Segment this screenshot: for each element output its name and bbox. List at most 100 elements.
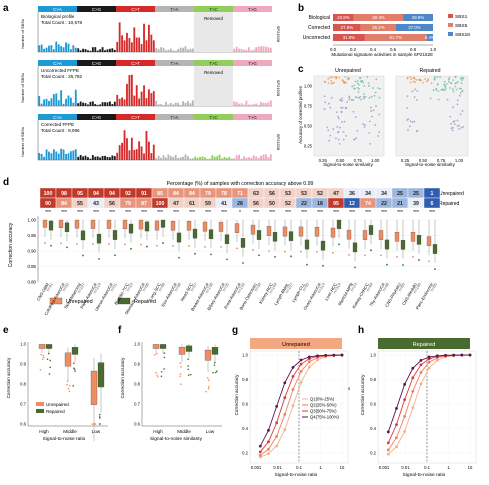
c-point-1-18 (453, 123, 456, 126)
b-seg-0-1 (353, 14, 404, 21)
c-point-1-70 (456, 119, 459, 122)
a-removed-region-1 (194, 66, 233, 106)
c-point-0-82 (341, 97, 343, 100)
f-outlier-unrepaired-1-4 (180, 366, 182, 368)
b-seg-label-1-0: 27.8% (341, 25, 354, 30)
a-bar-1-5-4 (243, 104, 245, 106)
c-point-1-103 (436, 76, 439, 78)
h-point-q4-2 (403, 382, 407, 386)
a-bar-2-0-10 (62, 149, 65, 160)
a-bar-0-5-9 (255, 47, 258, 52)
g-point-q1-4 (291, 404, 295, 408)
c-title-repaired: Repaired (419, 68, 440, 74)
c-point-1-42 (440, 88, 443, 91)
a-bar-1-5-7 (250, 104, 253, 106)
c-point-1-72 (461, 79, 463, 82)
h-title: Repaired (413, 342, 436, 348)
g-point-q3-5 (299, 362, 303, 366)
g-point-q1-3 (283, 428, 287, 432)
panel-letter-h: h (358, 325, 364, 336)
f-outlier-repaired-1-4 (187, 358, 189, 361)
d-n-6: n=68 (141, 281, 150, 292)
a-bar-0-0-0 (38, 45, 41, 52)
a-bar-0-0-6 (52, 49, 55, 52)
a-bar-0-0-8 (57, 44, 60, 52)
c-point-0-48 (329, 106, 332, 109)
a-bar-0-1-9 (99, 49, 102, 52)
a-bar-0-2-10 (140, 44, 143, 52)
a-bar-2-5-10 (257, 157, 260, 160)
f-outlier-unrepaired-2-3 (207, 385, 210, 388)
b-seg-1-0 (333, 24, 361, 31)
c-point-1-107 (460, 82, 463, 84)
c-point-1-9 (446, 98, 449, 101)
a-bar-1-1-12 (106, 102, 109, 106)
b-seg-0-2 (403, 14, 433, 21)
a-bar-0-2-6 (130, 42, 133, 52)
c-point-1-119 (450, 82, 453, 85)
f-box-unrepaired-2 (204, 349, 212, 361)
c-point-1-129 (437, 98, 440, 101)
a-bar-0-5-8 (252, 49, 255, 52)
c-point-1-85 (458, 124, 461, 127)
a-bar-1-3-4 (165, 101, 167, 106)
c-point-1-92 (459, 113, 462, 116)
a-header-2-5 (233, 114, 272, 120)
a-bar-2-2-3 (123, 130, 126, 160)
d-heat-value-unrepaired-13: 63 (253, 191, 259, 197)
c-x-label-left: Signal-to-noise similarity (323, 162, 373, 167)
d-n-14: n=144 (268, 281, 278, 294)
c-point-0-86 (354, 116, 357, 118)
c-y-label: Accuracy of corrected profiles (298, 85, 303, 144)
c-point-0-23 (350, 99, 353, 101)
g-point-q3-2 (275, 421, 279, 425)
c-point-0-84 (370, 106, 372, 109)
d-box-unrepaired-7 (154, 220, 160, 231)
a-bar-1-5-6 (247, 104, 250, 106)
c-point-1-21 (460, 126, 463, 129)
a-bar-1-2-9 (138, 98, 141, 106)
d-heat-value-unrepaired-12: 71 (237, 191, 243, 197)
a-bar-1-2-15 (152, 91, 155, 106)
c-point-0-115 (353, 138, 356, 141)
c-point-0-4 (375, 105, 377, 107)
c-point-0-75 (340, 111, 343, 113)
a-header-1-5 (233, 60, 272, 66)
g-y-tick-1: 0.8 (242, 377, 248, 382)
d-box-unrepaired-21 (378, 230, 384, 240)
b-x-tick-2: 0.4 (370, 47, 377, 52)
a-header-label-0-3: T>A (170, 7, 178, 12)
a-bar-0-5-0 (233, 48, 236, 52)
c-point-0-101 (353, 87, 356, 90)
e-box-unrepaired-0 (38, 344, 46, 349)
g-point-q1-5 (299, 380, 303, 384)
d-n-19: n=23 (349, 281, 358, 292)
c-point-0-58 (345, 134, 347, 137)
c-point-1-66 (454, 76, 457, 78)
a-bar-1-5-3 (240, 103, 243, 106)
a-bar-2-4-13 (225, 157, 228, 160)
a-bar-0-5-2 (238, 48, 241, 52)
c-point-1-45 (430, 82, 433, 85)
c-point-0-45 (372, 87, 374, 89)
c-point-1-23 (437, 90, 440, 93)
a-total-count-2: Total Count : 9,096 (41, 128, 80, 133)
d-outlier-unrepaired-6 (140, 243, 142, 246)
b-seg-2-1 (364, 34, 427, 41)
a-bar-1-1-4 (87, 104, 89, 106)
d-outlier-unrepaired-14 (268, 250, 270, 253)
d-outlier-unrepaired-22 (396, 255, 398, 258)
d-heat-value-repaired-0: 90 (45, 201, 51, 207)
e-legend-unrepaired-swatch (36, 402, 44, 406)
f-box-repaired-0 (159, 344, 167, 349)
a-bar-1-3-14 (189, 103, 192, 106)
a-bar-0-3-8 (174, 50, 177, 52)
d-box-repaired-17 (320, 240, 326, 251)
a-bar-0-5-10 (257, 46, 260, 52)
a-bar-0-1-8 (96, 50, 99, 52)
c-point-0-107 (372, 109, 375, 112)
f-outlier-unrepaired-1-1 (180, 383, 182, 385)
h-x-tick-1: 0.01 (401, 465, 410, 470)
a-header-label-0-4: T>C (209, 7, 217, 12)
d-box-unrepaired-19 (346, 229, 352, 240)
